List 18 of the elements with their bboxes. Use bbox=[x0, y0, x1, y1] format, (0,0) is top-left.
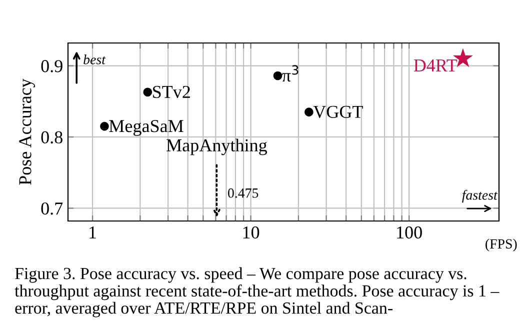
annotation: 0.475 bbox=[228, 188, 258, 198]
series-label: VGGT bbox=[313, 106, 363, 118]
annotation: MapAnything bbox=[166, 138, 268, 156]
y-tick-label: 0.7 bbox=[41, 202, 63, 215]
series-label: STv2 bbox=[153, 86, 190, 98]
y-tick-label: 0.8 bbox=[41, 131, 62, 144]
series-label: D4RT bbox=[414, 59, 458, 72]
x-tick-label: 1 bbox=[90, 226, 96, 238]
x-tick-label: 10 bbox=[243, 226, 260, 239]
x-tick-label: 100 bbox=[397, 226, 422, 239]
series-label: π$^{3}$ bbox=[282, 65, 298, 82]
annotation: best bbox=[84, 54, 106, 64]
y-axis-title: Pose Accuracy bbox=[19, 78, 36, 185]
caption: Figure 3. Pose accuracy vs. speed – We compare pose accuracy vs. throughput against recent state-of-the-art methods. Pose accuracy is 1 – error, averaged over ATE/RTE/RPE on Sintel and Scan- bbox=[14, 267, 500, 318]
annotation: fastest bbox=[462, 190, 498, 203]
y-tick-label: 0.9 bbox=[41, 60, 62, 72]
series-label: MegaSaM bbox=[109, 120, 184, 136]
x-axis-title: (FPS) bbox=[486, 238, 517, 252]
